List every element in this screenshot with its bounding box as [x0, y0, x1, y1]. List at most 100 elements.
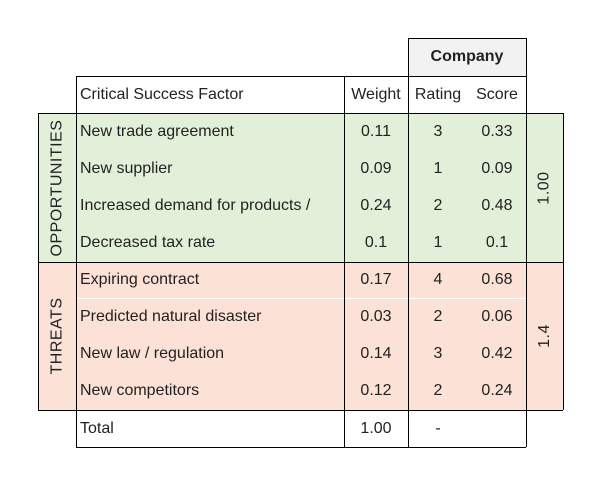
- score-cell: 0.33: [468, 113, 526, 151]
- score-column-header: Score: [468, 76, 526, 113]
- total-weight-cell: 1.00: [344, 410, 408, 447]
- score-cell: 0.42: [468, 335, 526, 373]
- grid-line: [408, 37, 526, 39]
- weight-cell: 0.12: [344, 372, 408, 410]
- weight-cell: 0.03: [344, 298, 408, 336]
- company-header-label: Company: [430, 48, 504, 65]
- group-subtotal-opportunities: 1.00: [526, 113, 563, 262]
- opportunities-subtotal: 1.00: [535, 170, 553, 205]
- score-cell-value: 0.48: [481, 196, 513, 214]
- total-rating-cell: -: [408, 410, 468, 447]
- rating-cell-value: 3: [433, 345, 443, 363]
- score-column-label: Score: [476, 85, 518, 103]
- factor-cell-value: New supplier: [80, 159, 173, 177]
- rating-cell-value: 4: [433, 270, 443, 288]
- opportunities-label: OPPORTUNITIES: [48, 119, 66, 256]
- weight-cell: 0.11: [344, 113, 408, 151]
- group-subtotal-threats: 1.4: [526, 262, 563, 410]
- factor-cell: New trade agreement: [76, 113, 344, 151]
- grid-line: [75, 76, 77, 447]
- weight-cell-value: 0.12: [360, 382, 392, 400]
- score-cell-value: 0.09: [481, 159, 513, 177]
- threats-subtotal: 1.4: [535, 324, 553, 348]
- score-cell-value: 0.42: [481, 345, 513, 363]
- rating-cell: 1: [408, 150, 468, 188]
- company-header: Company: [408, 38, 526, 76]
- weight-cell: 0.17: [344, 261, 408, 299]
- weight-cell-value: 0.03: [360, 308, 392, 326]
- weight-column-header: Weight: [344, 76, 408, 113]
- weight-cell-value: 0.24: [360, 196, 392, 214]
- rating-cell: 3: [408, 113, 468, 151]
- total-label: Total: [80, 419, 114, 437]
- grid-line: [38, 112, 563, 114]
- weight-cell-value: 0.17: [360, 270, 392, 288]
- grid-line: [38, 261, 563, 263]
- score-cell: 0.06: [468, 298, 526, 336]
- factor-column-header: Critical Success Factor: [76, 76, 344, 113]
- score-cell: 0.1: [468, 224, 526, 262]
- factor-cell-value: New law / regulation: [80, 345, 225, 363]
- grid-line: [37, 113, 39, 410]
- rating-cell: 1: [408, 224, 468, 262]
- rating-cell-value: 1: [433, 159, 443, 177]
- weight-cell: 0.14: [344, 335, 408, 373]
- rating-cell: 2: [408, 187, 468, 225]
- grid-line: [343, 76, 345, 447]
- grid-line: [525, 113, 527, 447]
- grid-line: [76, 446, 526, 448]
- weight-column-label: Weight: [351, 85, 401, 103]
- group-label-opportunities: OPPORTUNITIES: [38, 113, 76, 262]
- weight-cell: 0.09: [344, 150, 408, 188]
- weight-cell-value: 0.1: [364, 233, 388, 251]
- rating-cell-value: 3: [433, 122, 443, 140]
- factor-cell: New competitors: [76, 372, 344, 410]
- factor-cell: Decreased tax rate: [76, 224, 344, 262]
- factor-cell-value: New competitors: [80, 382, 200, 400]
- rating-column-header: Rating: [408, 76, 468, 113]
- rating-column-label: Rating: [414, 85, 462, 103]
- total-weight: 1.00: [360, 419, 392, 437]
- weight-cell-value: 0.09: [360, 159, 392, 177]
- score-cell-value: 0.33: [481, 122, 513, 140]
- rating-cell: 4: [408, 261, 468, 299]
- grid-line: [525, 38, 527, 113]
- score-cell: 0.48: [468, 187, 526, 225]
- rating-cell: 2: [408, 372, 468, 410]
- factor-cell-value: Decreased tax rate: [80, 233, 216, 251]
- weight-cell-value: 0.11: [361, 122, 391, 140]
- factor-cell: Predicted natural disaster: [76, 298, 344, 336]
- score-cell-value: 0.06: [481, 308, 513, 326]
- group-label-threats: THREATS: [38, 262, 76, 410]
- factor-cell: New law / regulation: [76, 335, 344, 373]
- score-cell-value: 0.68: [481, 270, 513, 288]
- grid-line: [38, 409, 563, 411]
- weight-cell: 0.24: [344, 187, 408, 225]
- rating-cell-value: 2: [433, 308, 443, 326]
- rating-cell-value: 1: [433, 233, 443, 251]
- rating-cell: 2: [408, 298, 468, 336]
- weight-cell: 0.1: [344, 224, 408, 262]
- total-label-cell: Total: [76, 410, 344, 447]
- factor-cell-value: Increased demand for products /: [80, 196, 311, 214]
- factor-cell: New supplier: [76, 150, 344, 188]
- score-cell: 0.24: [468, 372, 526, 410]
- score-cell: 0.68: [468, 261, 526, 299]
- total-rating: -: [435, 419, 441, 437]
- factor-cell-value: New trade agreement: [80, 122, 234, 140]
- threats-label: THREATS: [48, 297, 66, 375]
- rating-cell-value: 2: [433, 382, 443, 400]
- grid-line: [76, 75, 526, 77]
- factor-column-label: Critical Success Factor: [80, 85, 244, 103]
- score-cell-value: 0.1: [485, 233, 509, 251]
- factor-cell-value: Expiring contract: [80, 270, 200, 288]
- score-cell-value: 0.24: [481, 382, 513, 400]
- rating-cell-value: 2: [433, 196, 443, 214]
- grid-line: [407, 38, 409, 447]
- rating-cell: 3: [408, 335, 468, 373]
- factor-cell-value: Predicted natural disaster: [80, 308, 262, 326]
- factor-cell: Expiring contract: [76, 261, 344, 299]
- score-cell: 0.09: [468, 150, 526, 188]
- grid-line: [562, 113, 564, 410]
- factor-cell: Increased demand for products /: [76, 187, 344, 225]
